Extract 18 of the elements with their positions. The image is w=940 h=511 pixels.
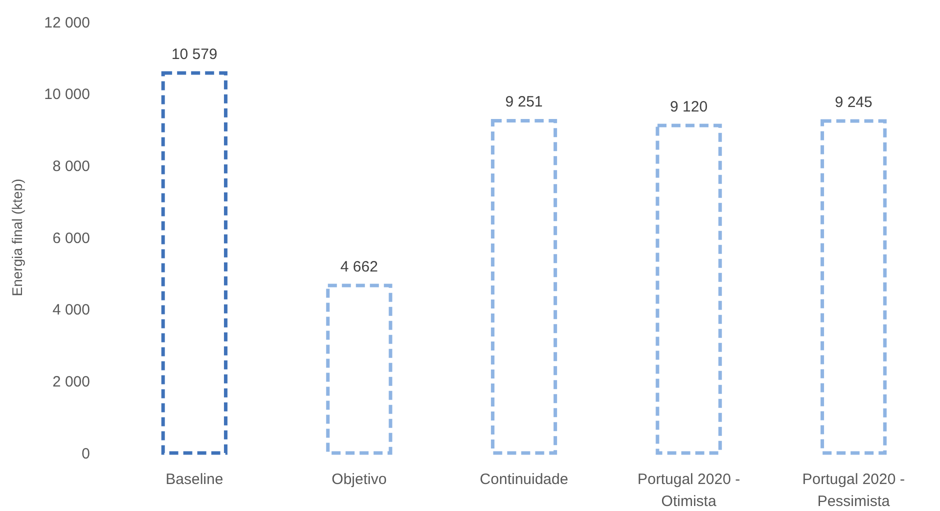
y-axis-title: Energia final (ktep) xyxy=(9,178,25,296)
y-tick-label: 2 000 xyxy=(52,373,90,390)
y-tick-label: 12 000 xyxy=(44,14,90,32)
data-label: 9 245 xyxy=(834,94,872,111)
y-tick-label: 8 000 xyxy=(52,158,90,175)
x-tick-label: Portugal 2020 - Pessimista xyxy=(802,471,905,510)
x-tick-label: Portugal 2020 - Otimista xyxy=(638,471,740,510)
x-tick-label: Objetivo xyxy=(332,471,387,488)
data-label: 4 662 xyxy=(340,258,378,276)
data-label: 10 579 xyxy=(171,46,218,64)
y-tick-label: 10 000 xyxy=(44,86,90,104)
x-tick-label: Baseline xyxy=(166,471,224,488)
x-tick-label: Continuidade xyxy=(480,471,568,488)
data-label: 9 120 xyxy=(670,98,708,116)
data-label: 9 251 xyxy=(505,94,543,111)
y-tick-label: 0 xyxy=(82,445,90,462)
y-tick-label: 4 000 xyxy=(52,302,90,319)
y-tick-label: 6 000 xyxy=(52,230,90,247)
